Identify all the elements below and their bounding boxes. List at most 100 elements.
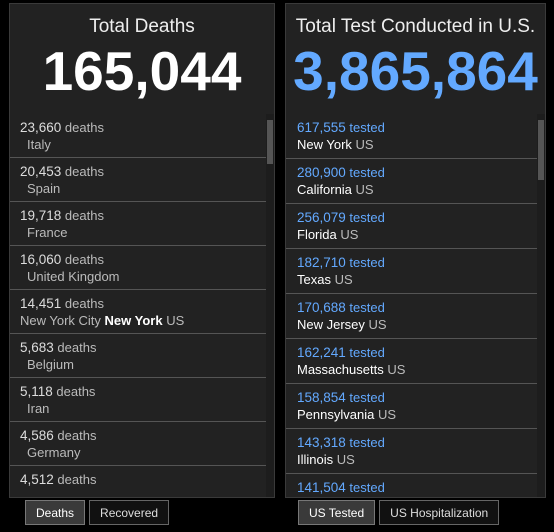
test-unit: tested (345, 345, 385, 360)
state-name: New York (297, 137, 352, 152)
death-row[interactable]: 20,453 deaths Spain (10, 158, 266, 202)
test-unit: tested (345, 165, 385, 180)
test-unit: tested (345, 435, 385, 450)
tab-deaths[interactable]: Deaths (25, 500, 86, 525)
tests-title: Total Test Conducted in U.S. (295, 16, 536, 37)
test-count: 182,710 (297, 255, 346, 270)
test-unit: tested (345, 390, 385, 405)
death-count: 5,118 (20, 384, 53, 399)
test-location: New York US (297, 136, 537, 153)
deaths-tab-bar: Deaths Recovered (25, 500, 170, 527)
test-count: 280,900 (297, 165, 346, 180)
location-name: US (162, 313, 185, 328)
test-location: Pennsylvania US (297, 406, 537, 423)
death-count: 4,586 (20, 428, 54, 443)
test-count: 141,504 (297, 480, 346, 495)
deaths-header: Total Deaths 165,044 (10, 4, 274, 111)
test-row[interactable]: 162,241 tested Massachusetts US (286, 339, 537, 384)
test-unit: tested (345, 480, 385, 495)
test-location: California US (297, 181, 537, 198)
tab-us-hospitalization[interactable]: US Hospitalization (379, 500, 500, 525)
country-name: US (351, 182, 374, 197)
death-count: 19,718 (20, 208, 62, 223)
state-name: California (297, 182, 352, 197)
state-name: Massachusetts (297, 362, 384, 377)
test-row[interactable]: 141,504 testedLouisiana US (286, 474, 537, 497)
tab-recovered[interactable]: Recovered (89, 500, 170, 525)
death-unit: deaths (61, 296, 104, 311)
test-value-line: 182,710 tested (297, 254, 537, 271)
test-row[interactable]: 170,688 tested New Jersey US (286, 294, 537, 339)
test-value-line: 280,900 tested (297, 164, 537, 181)
test-location: Massachusetts US (297, 361, 537, 378)
death-count: 16,060 (20, 252, 62, 267)
test-row[interactable]: 617,555 tested New York US (286, 114, 537, 159)
death-unit: deaths (61, 208, 104, 223)
tests-scrollbar[interactable] (537, 114, 545, 497)
country-name: US (351, 137, 374, 152)
test-count: 617,555 (297, 120, 346, 135)
deaths-scrollbar[interactable] (266, 114, 274, 497)
deaths-total: 165,044 (42, 40, 242, 102)
total-deaths-panel: Total Deaths 165,044 23,660 deaths Italy 2… (9, 3, 275, 498)
death-row[interactable]: 16,060 deaths United Kingdom (10, 246, 266, 290)
us-tab-bar: US Tested US Hospitalization (298, 500, 500, 527)
death-row[interactable]: 5,683 deaths Belgium (10, 334, 266, 378)
death-count: 4,512 (20, 472, 54, 487)
test-value-line: 143,318 tested (297, 434, 537, 451)
state-name: Illinois (297, 452, 334, 467)
death-row[interactable]: 19,718 deaths France (10, 202, 266, 246)
test-row[interactable]: 143,318 tested Illinois US (286, 429, 537, 474)
death-count: 14,451 (20, 296, 62, 311)
test-row[interactable]: 256,079 tested Florida US (286, 204, 537, 249)
location-name: Italy (27, 137, 51, 152)
region-name: New York (104, 313, 163, 328)
location-name: Belgium (27, 357, 74, 372)
death-value-line: 4,512 deaths (20, 471, 266, 488)
deaths-scroll-thumb[interactable] (267, 120, 273, 164)
test-count: 170,688 (297, 300, 346, 315)
test-value-line: 162,241 tested (297, 344, 537, 361)
test-unit: tested (345, 300, 385, 315)
death-value-line: 23,660 deaths (20, 119, 266, 136)
location-name: France (27, 225, 68, 240)
test-row[interactable]: 182,710 tested Texas US (286, 249, 537, 294)
death-location: New York City New York US (20, 312, 266, 329)
deaths-list[interactable]: 23,660 deaths Italy 20,453 deaths Spain 19,7… (10, 114, 274, 497)
test-count: 256,079 (297, 210, 346, 225)
tests-scroll-thumb[interactable] (538, 120, 544, 180)
death-value-line: 14,451 deaths (20, 295, 266, 312)
death-row[interactable]: 14,451 deaths New York City New York US (10, 290, 266, 334)
test-unit: tested (345, 210, 385, 225)
death-value-line: 4,586 deaths (20, 427, 266, 444)
death-unit: deaths (61, 252, 104, 267)
test-value-line: 256,079 tested (297, 209, 537, 226)
death-row[interactable]: 5,118 deaths Iran (10, 378, 266, 422)
death-row[interactable]: 4,586 deaths Germany (10, 422, 266, 466)
test-row[interactable]: 158,854 tested Pennsylvania US (286, 384, 537, 429)
state-name: Texas (297, 272, 331, 287)
location-name: Germany (27, 445, 81, 460)
death-count: 23,660 (20, 120, 62, 135)
location-name: New York City (20, 313, 105, 328)
death-unit: deaths (61, 164, 104, 179)
test-value-line: 141,504 tested (297, 479, 537, 496)
death-location: Germany (20, 444, 266, 461)
test-count: 143,318 (297, 435, 346, 450)
country-name: US (336, 227, 359, 242)
death-location: Italy (20, 136, 266, 153)
death-location: France (20, 224, 266, 241)
country-name: US (330, 272, 353, 287)
state-name: Pennsylvania (297, 407, 375, 422)
death-unit: deaths (53, 472, 97, 487)
test-value-line: 617,555 tested (297, 119, 537, 136)
country-name: US (383, 362, 406, 377)
death-row[interactable]: 4,512 deaths (10, 466, 266, 497)
test-row[interactable]: 280,900 tested California US (286, 159, 537, 204)
country-name: US (364, 317, 387, 332)
tests-list[interactable]: 617,555 tested New York US 280,900 tested C… (286, 114, 545, 497)
death-row[interactable]: 23,660 deaths Italy (10, 114, 266, 158)
death-unit: deaths (52, 384, 96, 399)
tab-us-tested[interactable]: US Tested (298, 500, 376, 525)
test-location: Illinois US (297, 451, 537, 468)
